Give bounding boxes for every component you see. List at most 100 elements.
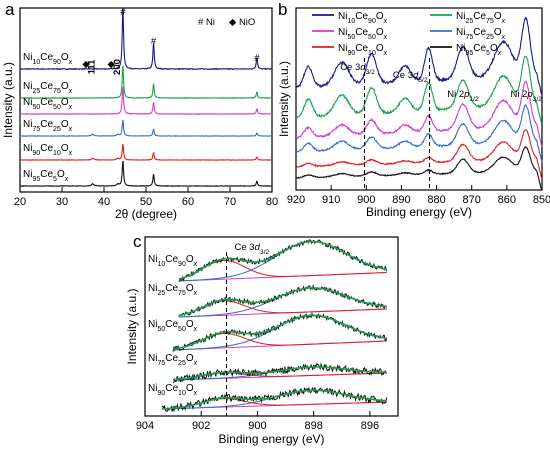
xps-x-tick-label: 870 bbox=[463, 194, 481, 206]
annotation-subscript: 3/2 bbox=[260, 249, 270, 256]
annotation-subscript: 3/2 bbox=[533, 96, 543, 103]
formula-subscript: 50 bbox=[157, 326, 165, 333]
xrd-sample-label: Ni90Ce10Ox bbox=[23, 143, 73, 157]
xps-series-line bbox=[295, 146, 543, 190]
fit-x-tick-label: 902 bbox=[192, 420, 210, 432]
formula-element: Ni bbox=[338, 43, 347, 54]
xps-peak-annotation: Ni 2p1/2 bbox=[447, 89, 479, 103]
formula-element: Ce bbox=[165, 254, 178, 265]
xrd-x-axis-label: 2θ (degree) bbox=[115, 207, 177, 221]
formula-subscript: x bbox=[68, 150, 73, 157]
xps-legend-label: Ni90Ce10Ox bbox=[338, 43, 388, 57]
formula-subscript: 75 bbox=[32, 126, 40, 133]
formula-subscript: 50 bbox=[178, 326, 186, 333]
fit-envelope-line bbox=[178, 240, 387, 280]
formula-element: Ni bbox=[148, 283, 157, 294]
formula-subscript: x bbox=[193, 390, 198, 397]
formula-element: Ce bbox=[355, 43, 368, 54]
xps-legend-label: Ni10Ce90Ox bbox=[338, 11, 388, 25]
fit-sample-label: Ni50Ce50Ox bbox=[148, 319, 198, 333]
formula-subscript: 50 bbox=[32, 104, 40, 111]
xrd-peak-label: 111 bbox=[87, 59, 98, 75]
xrd-sample-label: Ni10Ce90Ox bbox=[23, 52, 73, 66]
fit-x-tick-label: 900 bbox=[248, 420, 266, 432]
fit-peak-annotation: Ce 3d3/2 bbox=[235, 242, 270, 256]
formula-subscript: 10 bbox=[347, 18, 355, 25]
annotation-orbital: p bbox=[463, 89, 469, 100]
xrd-y-axis-label: Intensity (a.u.) bbox=[1, 62, 15, 138]
annotation-orbital: d bbox=[360, 62, 366, 73]
formula-element: Ni bbox=[148, 319, 157, 330]
xps-x-tick-label: 860 bbox=[498, 194, 516, 206]
xrd-x-tick-label: 60 bbox=[182, 196, 194, 208]
formula-element: O bbox=[186, 283, 194, 294]
formula-element: O bbox=[186, 353, 194, 364]
formula-subscript: 25 bbox=[178, 360, 186, 367]
xps-legend-label: Ni50Ce50Ox bbox=[338, 27, 388, 41]
fit-x-tick-label: 896 bbox=[361, 420, 379, 432]
formula-subscript: 10 bbox=[157, 261, 165, 268]
annotation-subscript: 1/2 bbox=[469, 96, 479, 103]
xps-y-axis-label: Intensity (a.u.) bbox=[277, 61, 291, 137]
formula-element: Ce bbox=[165, 383, 178, 394]
formula-subscript: x bbox=[501, 34, 506, 41]
formula-element: Ce bbox=[165, 319, 178, 330]
formula-element: O bbox=[57, 169, 65, 180]
formula-subscript: x bbox=[193, 326, 198, 333]
xrd-series-line bbox=[19, 119, 273, 137]
formula-element: Ni bbox=[23, 52, 32, 63]
xps-x-tick-label: 850 bbox=[533, 194, 550, 206]
xps-legend-label: Ni95Ce5Ox bbox=[456, 43, 502, 57]
formula-element: Ni bbox=[456, 43, 465, 54]
formula-subscript: 95 bbox=[32, 176, 40, 183]
formula-element: Ce bbox=[165, 283, 178, 294]
fit-plot-frame bbox=[144, 236, 399, 417]
xps-series-line bbox=[295, 129, 543, 180]
formula-subscript: x bbox=[68, 126, 73, 133]
formula-subscript: 75 bbox=[53, 88, 61, 95]
formula-element: Ce bbox=[473, 43, 486, 54]
formula-subscript: 75 bbox=[157, 360, 165, 367]
xps-series-line bbox=[295, 16, 543, 96]
xrd-peak-label: 200 bbox=[112, 59, 123, 75]
formula-subscript: 90 bbox=[178, 261, 186, 268]
xps-peak-annotation: Ce 3d3/2 bbox=[340, 62, 375, 76]
formula-subscript: 5 bbox=[53, 176, 57, 183]
fit-sample-label: Ni25Ce75Ox bbox=[148, 283, 198, 297]
formula-subscript: 10 bbox=[368, 50, 376, 57]
formula-element: Ni bbox=[148, 383, 157, 394]
formula-subscript: 90 bbox=[368, 18, 376, 25]
formula-subscript: x bbox=[501, 18, 506, 25]
formula-element: O bbox=[494, 27, 502, 38]
formula-element: Ni bbox=[23, 97, 32, 108]
formula-subscript: 95 bbox=[465, 50, 473, 57]
xrd-peak-marker-nio: ◆ bbox=[82, 59, 90, 70]
xps-series-line bbox=[295, 55, 543, 125]
xps-x-tick-label: 900 bbox=[357, 194, 375, 206]
annotation-orbital: p bbox=[526, 89, 532, 100]
fit-x-tick-label: 904 bbox=[136, 420, 154, 432]
formula-subscript: x bbox=[193, 360, 198, 367]
formula-subscript: 10 bbox=[178, 390, 186, 397]
formula-subscript: 50 bbox=[53, 104, 61, 111]
formula-element: Ce bbox=[473, 11, 486, 22]
xrd-sample-label: Ni95Ce5Ox bbox=[23, 169, 69, 183]
formula-subscript: x bbox=[193, 290, 198, 297]
annotation-text: Ce 3 bbox=[393, 70, 413, 81]
xrd-legend-nio: ◆ NiO bbox=[229, 17, 255, 28]
xps-x-tick-label: 890 bbox=[392, 194, 410, 206]
annotation-text: Ni 2 bbox=[510, 89, 527, 100]
fit-y-axis-label: Intensity (a.u.) bbox=[125, 288, 139, 364]
annotation-orbital: d bbox=[413, 70, 419, 81]
xrd-series-line bbox=[19, 7, 273, 71]
formula-element: Ni bbox=[148, 353, 157, 364]
xrd-peak-marker-nio: ◆ bbox=[108, 59, 116, 70]
formula-element: O bbox=[61, 52, 69, 63]
fit-envelope-line bbox=[173, 366, 387, 381]
formula-subscript: 10 bbox=[53, 150, 61, 157]
formula-element: Ni bbox=[23, 81, 32, 92]
annotation-text: Ce 3 bbox=[235, 242, 255, 253]
xrd-x-tick-label: 50 bbox=[140, 196, 152, 208]
xps-series-line bbox=[295, 80, 543, 147]
xrd-series-line bbox=[19, 160, 273, 187]
